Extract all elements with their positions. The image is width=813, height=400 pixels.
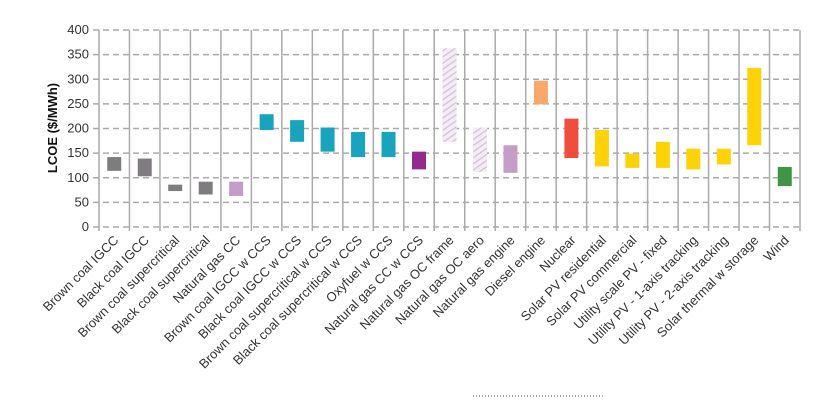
y-axis-ticks: 0 50 100 150 200 250 300 350 400 [67,22,89,234]
bar-utility-pv-1-axis-tracking [686,148,701,170]
bars [107,48,792,196]
bar-wind [777,166,792,187]
bar-nuclear [564,118,579,159]
y-tick-label: 250 [67,96,89,111]
bar-natural-gas-cc [229,181,244,196]
bar-natural-gas-oc-frame [442,48,457,142]
bar-black-coal-supercritical-w-ccs [351,131,366,158]
bar-utility-pv-2-axis-tracking [716,148,731,165]
bar-solar-pv-commercial [625,153,640,168]
bar-black-coal-supercritical [198,181,213,195]
y-tick-label: 150 [67,145,89,160]
bar-brown-coal-igcc-w-ccs [259,114,274,130]
bar-natural-gas-oc-aero [472,127,487,172]
bar-utility-scale-pv-fixed [655,141,670,168]
bar-brown-coal-supercritical-w-ccs [320,127,335,152]
bar-diesel-engine [533,80,548,105]
bar-solar-thermal-w-storage [747,67,762,146]
y-tick-label: 400 [67,22,89,37]
bar-black-coal-igcc-w-ccs [290,120,305,142]
y-axis-label: LCOE ($/MWh) [45,83,60,173]
y-tick-label: 300 [67,71,89,86]
y-tick-label: 50 [75,194,89,209]
x-tick-label: Wind [760,233,792,265]
y-tick-label: 100 [67,170,89,185]
bar-natural-gas-engine [503,145,518,173]
bar-natural-gas-cc-w-ccs [412,151,427,170]
y-tick-label: 200 [67,121,89,136]
bar-black-coal-igcc [137,158,152,177]
bar-brown-coal-igcc [107,157,122,171]
bar-brown-coal-supercritical [168,184,183,192]
bar-oxyfuel-w-ccs [381,131,396,158]
y-tick-label: 0 [82,219,89,234]
y-tick-label: 350 [67,47,89,62]
bar-solar-pv-residential [594,129,609,167]
